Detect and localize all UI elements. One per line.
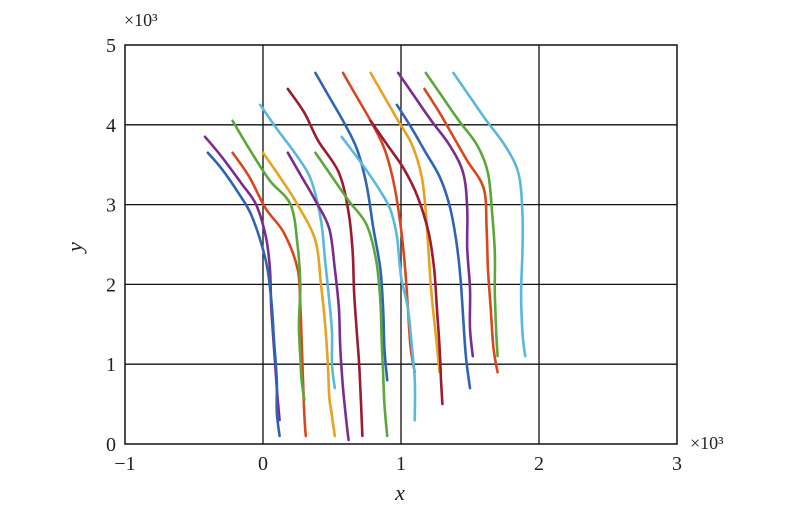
- y-tick-label: 3: [106, 195, 116, 217]
- series-line-2: [206, 151, 281, 438]
- y-tick-label: 0: [106, 434, 116, 456]
- series-line-10: [314, 151, 389, 438]
- x-axis-multiplier: ×10³: [690, 433, 724, 453]
- series-line-9: [314, 71, 389, 382]
- grid-lines: [125, 45, 677, 444]
- series-line-19: [452, 71, 527, 358]
- x-tick-label: 2: [534, 453, 544, 475]
- y-tick-label: 2: [106, 274, 116, 296]
- y-axis-label: y: [62, 242, 87, 254]
- y-tick-label: 4: [106, 115, 116, 137]
- series-line-18: [424, 71, 499, 358]
- x-tick-labels: −1 0 1 2 3: [114, 453, 682, 475]
- y-axis-multiplier: ×10³: [124, 10, 158, 30]
- series-line-17: [423, 87, 499, 374]
- series-line-14: [369, 119, 444, 406]
- y-tick-label: 1: [106, 354, 116, 376]
- series-line-3: [231, 151, 308, 438]
- x-tick-label: 1: [396, 453, 406, 475]
- series-line-4: [231, 119, 306, 402]
- series-line-16: [396, 71, 475, 358]
- x-tick-label: 3: [672, 453, 682, 475]
- series-line-12: [340, 135, 417, 422]
- series-line-7: [286, 87, 364, 438]
- series-line-6: [261, 151, 337, 438]
- x-tick-label: −1: [114, 453, 135, 475]
- x-tick-label: 0: [258, 453, 268, 475]
- series-line-15: [395, 103, 472, 390]
- series-lines: [203, 71, 527, 442]
- series-line-8: [286, 151, 350, 442]
- y-tick-label: 5: [106, 35, 116, 57]
- plot-frame: [124, 44, 678, 445]
- series-line-13: [369, 71, 441, 374]
- series-line-5: [258, 103, 337, 390]
- y-tick-labels: 0 1 2 3 4 5: [106, 35, 116, 456]
- x-axis-label: x: [394, 480, 405, 505]
